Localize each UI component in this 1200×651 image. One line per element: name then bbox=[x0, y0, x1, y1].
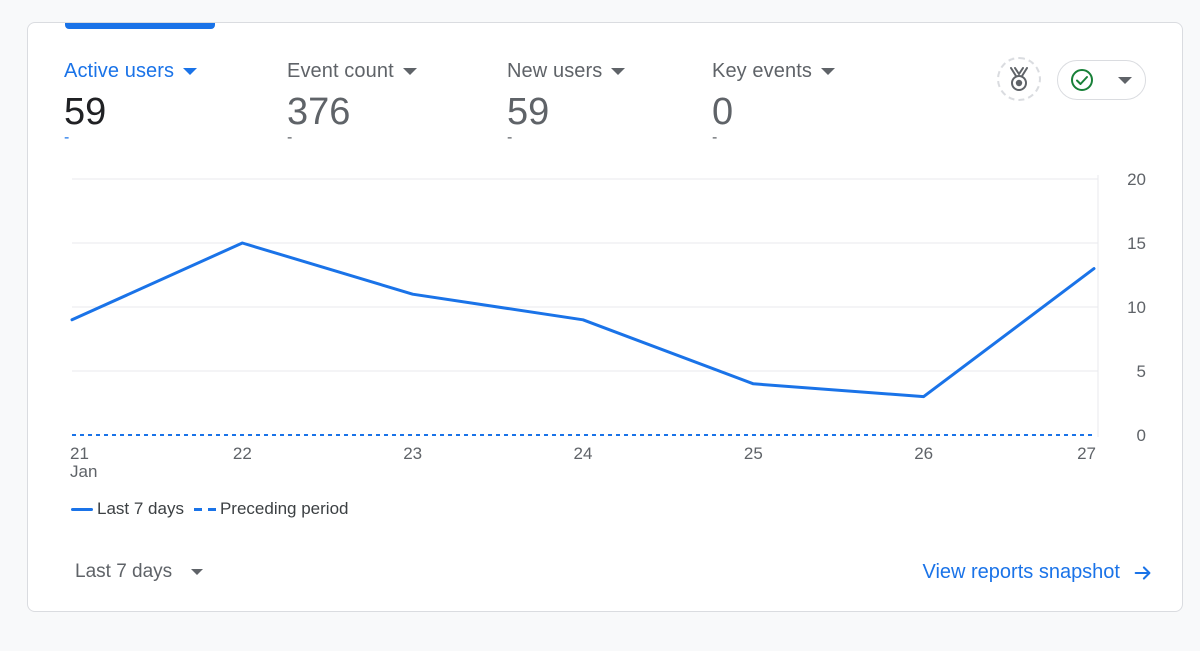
metric-value: 59 bbox=[507, 91, 550, 133]
y-tick-label: 20 bbox=[1127, 170, 1146, 189]
date-range-label: Last 7 days bbox=[75, 561, 173, 582]
caret-down-icon bbox=[183, 67, 198, 75]
arrow-right-icon bbox=[1134, 565, 1151, 580]
metric-tab-event-count[interactable]: Event count 376 - bbox=[287, 57, 417, 146]
metrics-card: Active users 59 - Event count 376 - New … bbox=[27, 22, 1183, 612]
chart-legend: Last 7 days Preceding period bbox=[71, 499, 358, 519]
legend-item-current: Last 7 days bbox=[71, 499, 184, 519]
x-tick-sublabel: Jan bbox=[70, 462, 97, 481]
insights-badge-icon bbox=[1010, 67, 1028, 91]
y-tick-label: 10 bbox=[1127, 298, 1146, 317]
metric-tab-active-users[interactable]: Active users 59 - bbox=[64, 57, 198, 146]
active-users-line-chart: 0 5 10 15 20 21 22 23 24 25 26 27 Jan bbox=[70, 170, 1146, 481]
metric-change: - bbox=[507, 129, 513, 146]
metric-label: Event count bbox=[287, 59, 394, 82]
metric-label: New users bbox=[507, 59, 603, 82]
caret-down-icon bbox=[191, 569, 204, 575]
metric-value: 376 bbox=[287, 91, 351, 133]
series-line-last-7-days bbox=[70, 241, 1096, 399]
metric-label: Active users bbox=[64, 59, 175, 82]
x-tick-label: 23 bbox=[403, 444, 422, 463]
legend-dashed-swatch bbox=[193, 507, 216, 511]
x-tick-label: 22 bbox=[233, 444, 252, 463]
x-tick-label: 21 bbox=[70, 444, 89, 463]
y-tick-label: 0 bbox=[1137, 426, 1146, 445]
metric-change: - bbox=[64, 129, 70, 146]
caret-down-icon bbox=[611, 67, 626, 75]
caret-down-icon bbox=[820, 67, 835, 75]
legend-item-previous: Preceding period bbox=[193, 499, 349, 519]
metric-change: - bbox=[287, 129, 293, 146]
x-tick-label: 26 bbox=[914, 444, 933, 463]
view-link-label: View reports snapshot bbox=[922, 561, 1120, 583]
x-tick-label: 27 bbox=[1077, 444, 1096, 463]
metric-label: Key events bbox=[712, 59, 812, 82]
caret-down-icon bbox=[402, 67, 417, 75]
check-circle-icon bbox=[1071, 69, 1093, 91]
x-tick-label: 24 bbox=[574, 444, 593, 463]
legend-solid-swatch bbox=[71, 507, 93, 511]
insights-button[interactable] bbox=[997, 57, 1041, 101]
x-tick-label: 25 bbox=[744, 444, 763, 463]
y-tick-label: 5 bbox=[1137, 362, 1146, 381]
metric-tab-key-events[interactable]: Key events 0 - bbox=[712, 57, 835, 146]
legend-label: Last 7 days bbox=[97, 499, 184, 518]
metric-value: 59 bbox=[64, 91, 107, 133]
metric-tab-new-users[interactable]: New users 59 - bbox=[507, 57, 626, 146]
y-tick-label: 15 bbox=[1127, 234, 1146, 253]
active-tab-indicator bbox=[65, 23, 215, 29]
metric-change: - bbox=[712, 129, 718, 146]
legend-label: Preceding period bbox=[219, 499, 349, 518]
date-range-dropdown[interactable]: Last 7 days bbox=[75, 561, 204, 583]
view-reports-snapshot-link[interactable]: View reports snapshot bbox=[922, 561, 1154, 584]
metric-value: 0 bbox=[712, 91, 734, 133]
caret-down-icon bbox=[1118, 76, 1132, 84]
data-quality-status-button[interactable] bbox=[1057, 60, 1146, 100]
